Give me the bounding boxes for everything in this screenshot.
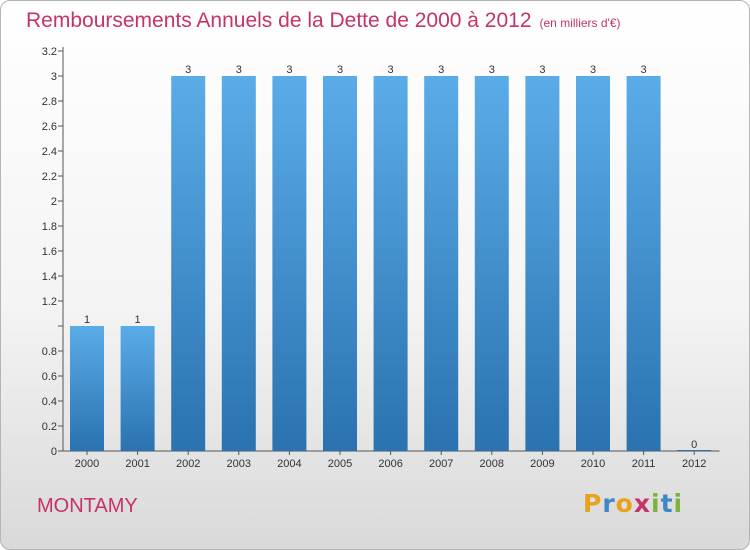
chart-unit: (en milliers d'€) (539, 16, 621, 30)
x-tick-label: 2002 (176, 458, 200, 470)
y-tick-label: 2.6 (42, 121, 57, 133)
logo-letter: i (651, 489, 661, 518)
bar-value-label: 3 (236, 64, 242, 76)
chart-title: Remboursements Annuels de la Dette de 20… (26, 9, 621, 33)
bar (70, 326, 104, 451)
y-tick-label: 1.4 (42, 271, 57, 283)
logo-letter: t (660, 489, 674, 518)
y-tick-label: 0.8 (42, 346, 57, 358)
logo-letter: x (633, 489, 651, 518)
bar (474, 76, 509, 451)
y-tick-label: 0.4 (42, 396, 57, 408)
bar (626, 76, 661, 451)
proxiti-logo: Proxiti (583, 489, 683, 518)
bar-value-label: 3 (641, 64, 647, 76)
y-tick-label: 2.4 (42, 146, 57, 158)
bar (373, 76, 408, 451)
bar-value-label: 0 (691, 439, 697, 451)
bar-value-label: 3 (590, 64, 596, 76)
x-tick-label: 2008 (480, 458, 504, 470)
y-tick-label: 2 (51, 196, 57, 208)
bar-value-label: 1 (135, 314, 141, 326)
y-tick-label: 3 (51, 71, 57, 83)
y-tick-label: 2.8 (42, 96, 57, 108)
chart-labels: 0 0.2 0.4 0.6 0.8 1.2 1.4 1.6 1.8 2 2.2 2.4 2.6 2.8 3 3… (42, 46, 707, 470)
x-tick-label: 2007 (429, 458, 453, 470)
logo-letter: i (673, 489, 684, 518)
bar-value-label: 1 (84, 314, 90, 326)
bar-value-label: 3 (185, 64, 191, 76)
bar-value-label: 3 (539, 64, 545, 76)
bar-value-label: 3 (438, 64, 444, 76)
bar (525, 76, 560, 451)
bar-value-label: 3 (489, 64, 495, 76)
y-tick-label: 0 (51, 446, 57, 458)
x-tick-label: 2010 (581, 458, 605, 470)
bar-value-label: 3 (388, 64, 394, 76)
y-tick-label: 0.6 (42, 371, 57, 383)
commune-name: MONTAMY (37, 495, 138, 517)
bar (272, 76, 307, 451)
chart-title-text: Remboursements Annuels de la Dette de 20… (26, 9, 532, 32)
y-tick-label: 3.2 (42, 46, 57, 58)
logo-letter: P (583, 489, 603, 518)
chart-bars (70, 76, 712, 451)
y-tick-label: 1.8 (42, 221, 57, 233)
x-tick-label: 2000 (75, 458, 99, 470)
x-tick-label: 2003 (227, 458, 251, 470)
y-tick-label: 2.2 (42, 171, 57, 183)
x-tick-label: 2006 (378, 458, 402, 470)
y-tick-label: 1.6 (42, 246, 57, 258)
x-tick-label: 2001 (125, 458, 149, 470)
bar (171, 76, 206, 451)
bar (323, 76, 357, 451)
bar (120, 326, 155, 451)
bar (424, 76, 459, 451)
logo-letter: r (602, 489, 616, 518)
bar (221, 76, 256, 451)
bar (576, 76, 610, 451)
x-tick-label: 2011 (632, 458, 656, 470)
bar-value-label: 3 (286, 64, 292, 76)
y-tick-label: 0.2 (42, 421, 57, 433)
x-tick-label: 2004 (277, 458, 301, 470)
y-tick-label: 1.2 (42, 296, 57, 308)
x-tick-label: 2012 (682, 458, 706, 470)
logo-letter: o (615, 489, 634, 518)
x-tick-label: 2005 (328, 458, 352, 470)
bar-value-label: 3 (337, 64, 343, 76)
x-tick-label: 2009 (530, 458, 554, 470)
